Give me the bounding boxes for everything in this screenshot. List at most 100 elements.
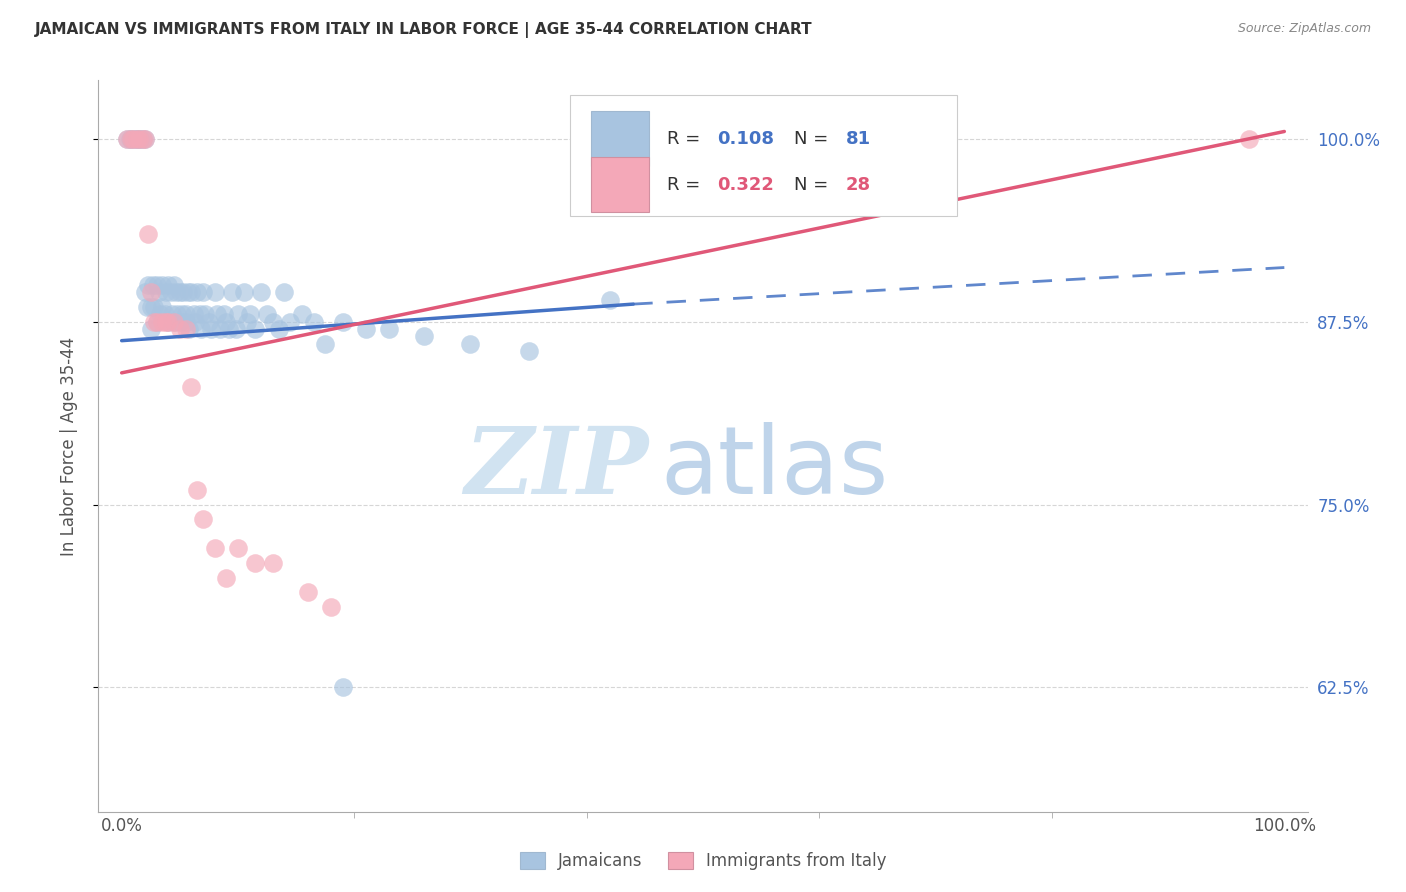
Point: [215, 315, 238, 329]
Point: [163, 278, 186, 293]
Point: [190, 322, 212, 336]
Text: ZIP: ZIP: [464, 423, 648, 513]
Point: [179, 322, 201, 336]
Point: [250, 285, 273, 300]
Point: [117, 132, 139, 146]
Point: [599, 293, 621, 307]
Point: [209, 322, 232, 336]
Point: [291, 307, 314, 321]
Point: [118, 132, 141, 146]
Point: [218, 322, 240, 336]
Point: [136, 300, 159, 314]
Point: [183, 307, 205, 321]
Point: [174, 307, 197, 321]
Point: [139, 300, 162, 314]
Y-axis label: In Labor Force | Age 35-44: In Labor Force | Age 35-44: [59, 336, 77, 556]
Point: [122, 132, 145, 146]
Point: [204, 541, 226, 556]
Point: [169, 315, 191, 329]
Point: [139, 285, 162, 300]
Point: [273, 285, 295, 300]
Point: [225, 322, 247, 336]
Point: [150, 278, 173, 293]
Point: [180, 285, 202, 300]
Text: 0.108: 0.108: [717, 130, 775, 148]
Text: 0.322: 0.322: [717, 176, 775, 194]
Point: [191, 512, 214, 526]
Point: [129, 132, 152, 146]
Point: [172, 307, 194, 321]
Point: [150, 300, 173, 314]
Point: [267, 322, 290, 336]
Point: [125, 132, 148, 146]
Point: [245, 322, 267, 336]
Point: [413, 329, 436, 343]
Point: [148, 285, 170, 300]
Point: [153, 307, 176, 321]
Text: atlas: atlas: [661, 422, 889, 514]
Point: [215, 571, 238, 585]
Point: [120, 132, 142, 146]
Point: [198, 315, 221, 329]
Point: [155, 285, 177, 300]
Point: [200, 322, 222, 336]
Point: [184, 315, 207, 329]
Point: [160, 307, 183, 321]
Point: [128, 132, 150, 146]
Point: [236, 315, 259, 329]
Point: [205, 307, 228, 321]
Point: [221, 285, 243, 300]
Point: [212, 307, 235, 321]
Point: [150, 315, 173, 329]
Text: JAMAICAN VS IMMIGRANTS FROM ITALY IN LABOR FORCE | AGE 35-44 CORRELATION CHART: JAMAICAN VS IMMIGRANTS FROM ITALY IN LAB…: [35, 22, 813, 38]
Point: [188, 307, 211, 321]
Point: [163, 315, 186, 329]
FancyBboxPatch shape: [569, 95, 957, 216]
Point: [245, 556, 267, 570]
Point: [297, 585, 319, 599]
Point: [157, 315, 180, 329]
Point: [1239, 132, 1261, 146]
Point: [134, 132, 156, 146]
Text: R =: R =: [666, 130, 706, 148]
Point: [517, 343, 540, 358]
Point: [157, 278, 180, 293]
Text: Source: ZipAtlas.com: Source: ZipAtlas.com: [1237, 22, 1371, 36]
Point: [378, 322, 401, 336]
Point: [174, 322, 197, 336]
Point: [166, 307, 188, 321]
Point: [143, 300, 166, 314]
Point: [128, 132, 150, 146]
Point: [204, 285, 226, 300]
Text: N =: N =: [794, 130, 834, 148]
Point: [145, 315, 167, 329]
Point: [169, 322, 191, 336]
Point: [149, 307, 172, 321]
Point: [134, 132, 156, 146]
Bar: [591, 158, 648, 212]
Point: [138, 227, 160, 241]
Point: [139, 322, 162, 336]
Point: [165, 285, 187, 300]
Point: [319, 599, 342, 614]
Point: [186, 483, 208, 497]
Point: [138, 278, 160, 293]
Point: [302, 315, 325, 329]
Point: [180, 380, 202, 394]
Text: N =: N =: [794, 176, 834, 194]
Point: [163, 315, 186, 329]
Point: [278, 315, 301, 329]
Point: [159, 285, 181, 300]
Point: [194, 307, 217, 321]
Point: [460, 336, 482, 351]
Point: [186, 285, 208, 300]
Point: [226, 307, 249, 321]
Point: [262, 315, 284, 329]
Point: [131, 132, 153, 146]
Point: [145, 315, 167, 329]
Point: [177, 285, 200, 300]
Point: [226, 541, 249, 556]
Point: [125, 132, 148, 146]
Point: [314, 336, 336, 351]
Point: [256, 307, 278, 321]
